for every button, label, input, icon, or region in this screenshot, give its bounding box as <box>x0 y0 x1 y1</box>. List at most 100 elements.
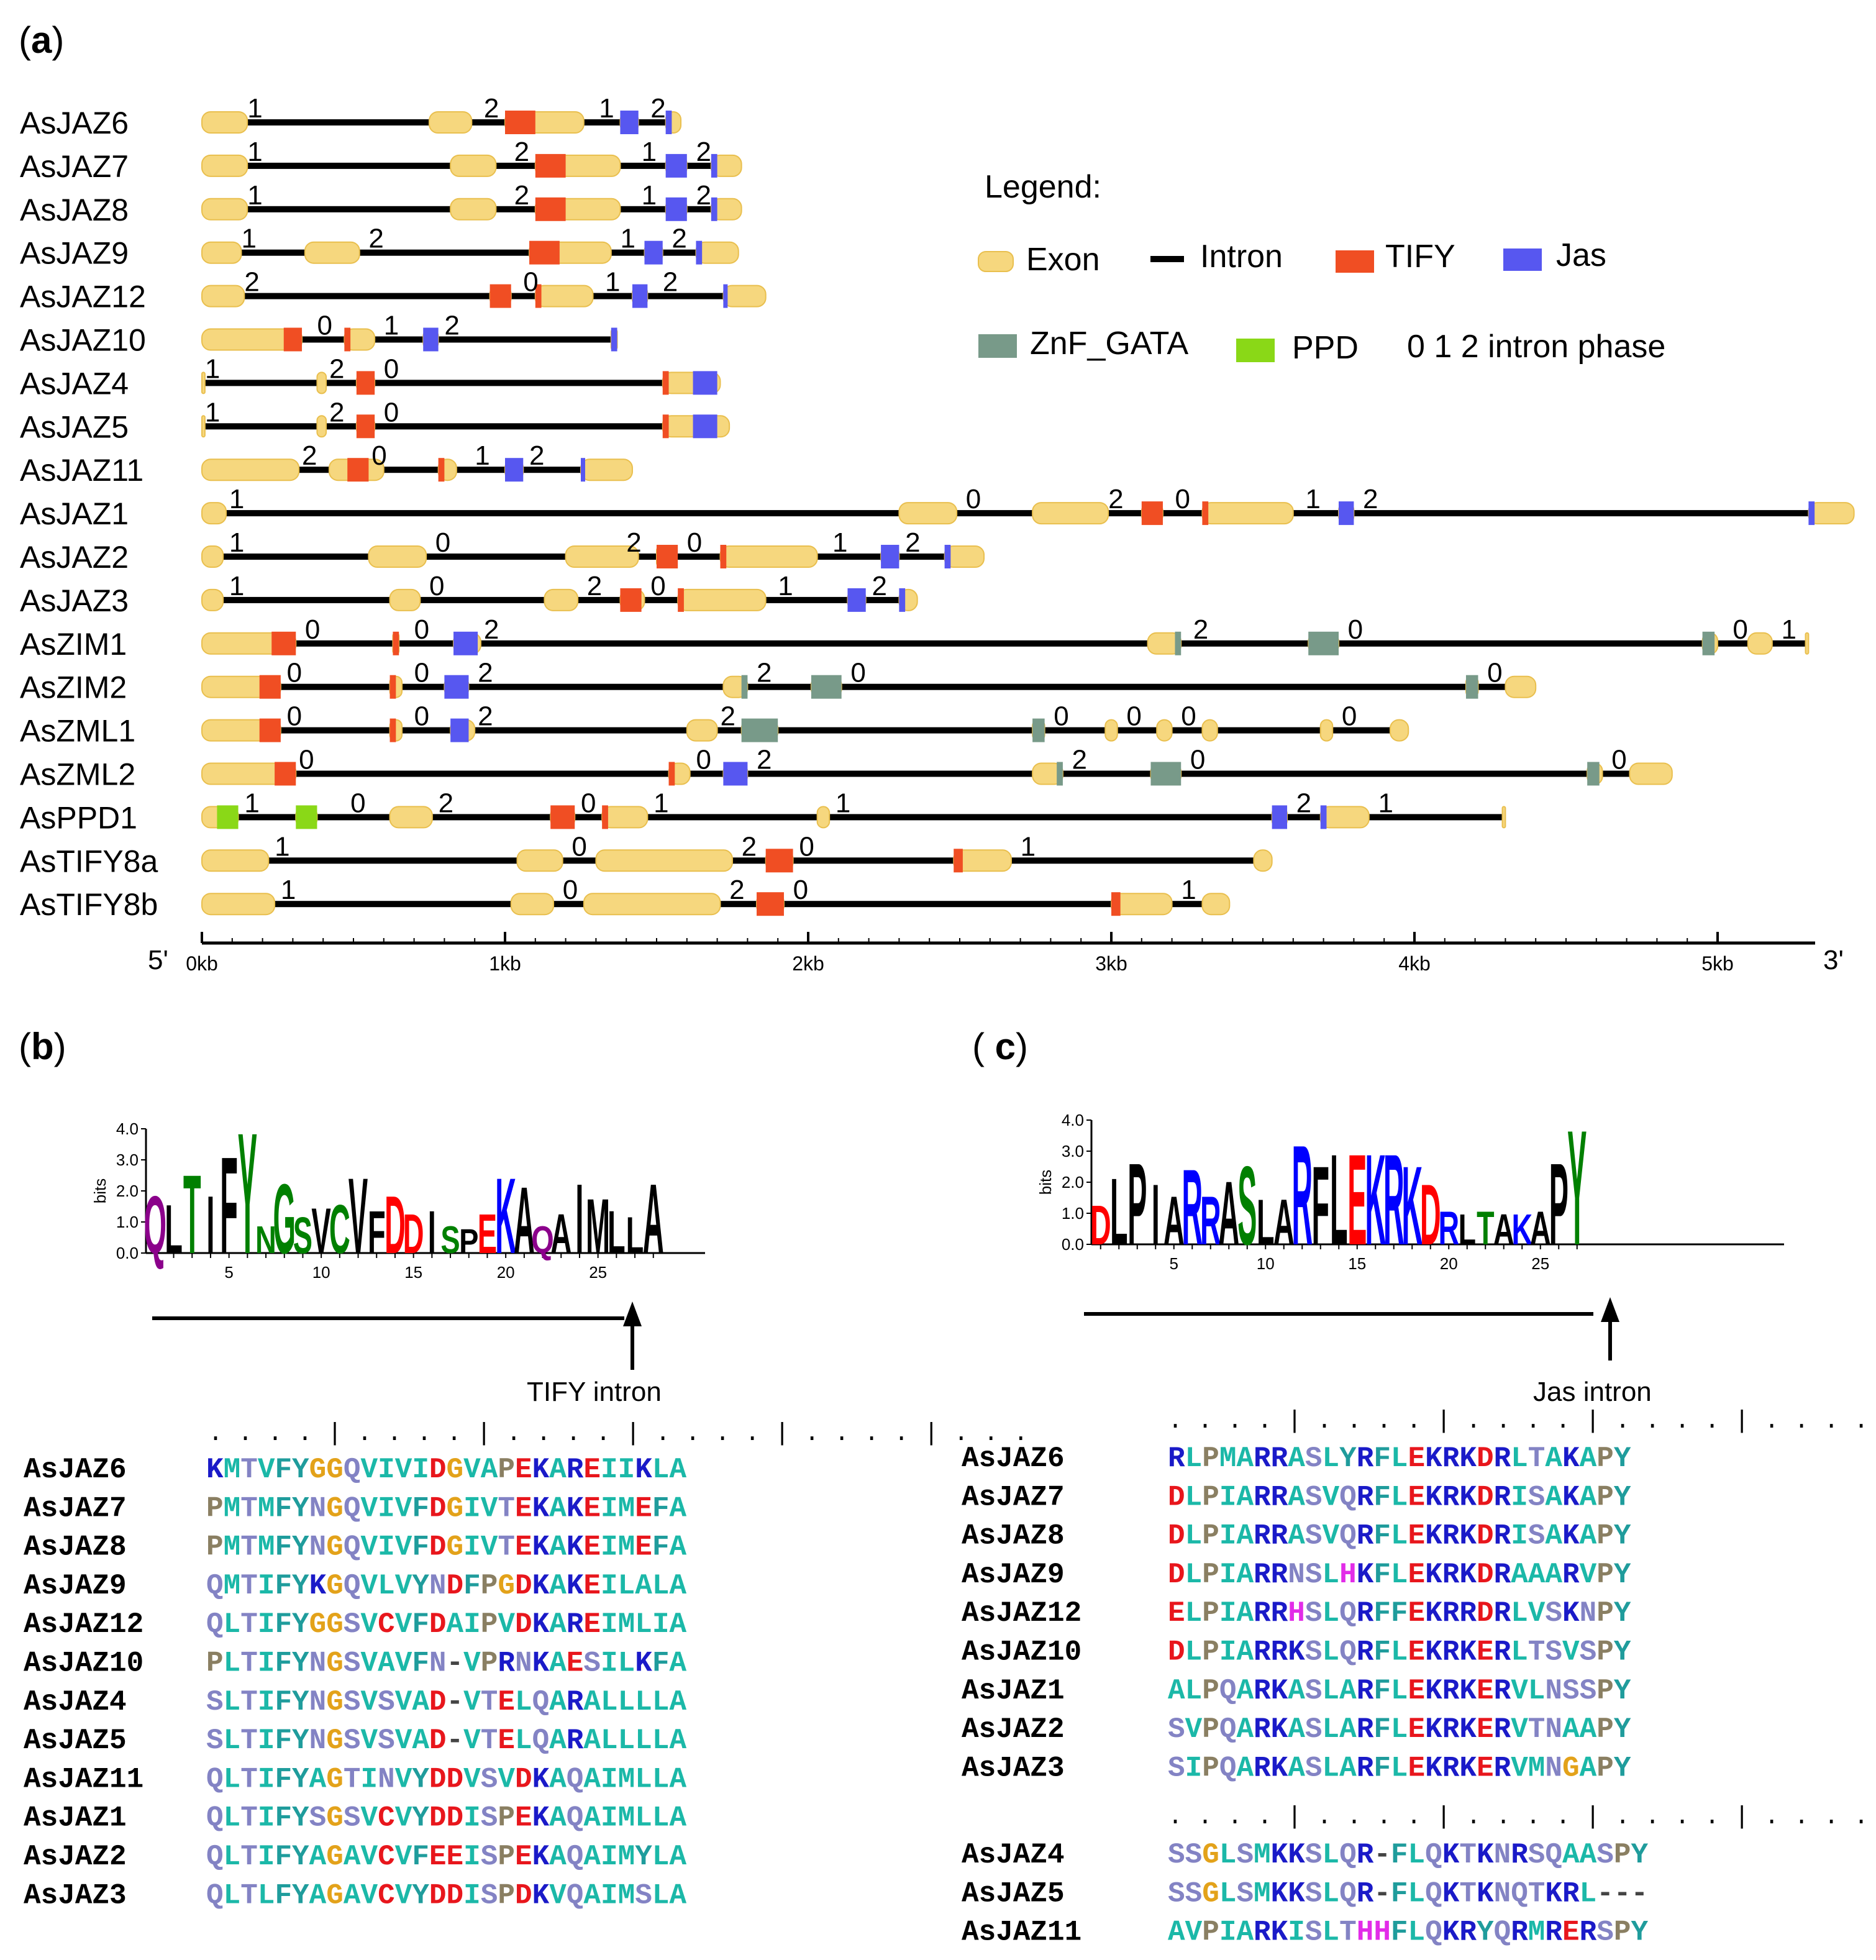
logo-y-tick-label: 3.0 <box>1062 1142 1084 1160</box>
exon <box>316 371 327 394</box>
exon <box>1156 719 1173 742</box>
sequence-residues: SSGLSMKKSLQR-FLQKTKNRSQAASPY <box>1168 1839 1648 1871</box>
intron-phase: 2 <box>1363 484 1378 514</box>
jas-domain <box>723 284 728 308</box>
alignment-row: AsJAZ5 SSGLSMKKSLQR-FLQKTKNQTKRL--- <box>962 1877 1648 1910</box>
exon <box>1747 632 1773 655</box>
gene-name: AsJAZ3 <box>20 583 129 618</box>
znf-gata-domain <box>741 718 778 742</box>
intron-line <box>202 249 739 256</box>
exon <box>201 198 248 221</box>
gene-name: AsJAZ6 <box>20 106 129 140</box>
logo-letter: K <box>1365 1127 1386 1272</box>
sequence-name: AsJAZ5 <box>24 1725 127 1757</box>
znf-gata-domain <box>811 675 842 699</box>
jas-domain <box>711 153 717 178</box>
gene-name: AsJAZ4 <box>20 366 129 401</box>
alignment-ruler-b: . . . . | . . . . | . . . . | . . . . | … <box>208 1420 1028 1448</box>
tify-domain <box>1111 892 1121 916</box>
intron-phase: 0 <box>429 571 444 601</box>
axis-tick-label: 0kb <box>186 952 218 975</box>
legend-intron-label: Intron <box>1200 239 1283 275</box>
intron-phase: 1 <box>642 137 657 167</box>
legend-tify-label: TIFY <box>1385 239 1455 275</box>
logo-x-tick-label: 15 <box>404 1263 422 1282</box>
exon <box>1201 502 1294 525</box>
sequence-residues: DLPIARRNSLHKFLEKRKDRAAARVPY <box>1168 1559 1631 1591</box>
intron-phase: 2 <box>329 397 344 427</box>
sequence-name: AsJAZ12 <box>962 1597 1081 1630</box>
gene-row: AsJAZ9 1 2 1 2 <box>20 224 739 271</box>
logo-x-tick-label: 25 <box>589 1263 607 1282</box>
intron-line <box>202 640 1809 647</box>
intron-phase: 2 <box>329 353 344 384</box>
jas-domain <box>1320 805 1327 829</box>
intron-phase: 1 <box>1378 788 1393 818</box>
sequence-residues: PMTMFYNGQVIVFDGIVTEKAKEIMEFA <box>206 1531 686 1564</box>
logo-letter: K <box>495 1155 516 1276</box>
sequence-name: AsJAZ1 <box>24 1802 127 1835</box>
intron-phase: 2 <box>302 440 317 471</box>
alignment-ruler-c: . . . . | . . . . | . . . . | . . . . | … <box>1168 1408 1876 1436</box>
intron-phase: 2 <box>757 745 772 775</box>
legend-ppd-swatch <box>1236 339 1275 362</box>
intron-phase: 0 <box>696 745 711 775</box>
exon <box>719 545 818 568</box>
logo-x-tick-label: 25 <box>1531 1254 1549 1273</box>
exon <box>201 545 224 568</box>
tify-domain <box>1141 501 1163 526</box>
exon <box>201 371 206 394</box>
logo-letter: K <box>1511 1206 1532 1254</box>
sequence-name: AsJAZ9 <box>24 1570 127 1602</box>
gene-row: AsJAZ7 1 2 1 2 <box>20 137 742 184</box>
tify-domain <box>356 371 375 395</box>
logo-letter: D <box>1420 1166 1441 1263</box>
axis-tick-label: 4kb <box>1398 952 1431 975</box>
tify-domain <box>954 849 963 873</box>
intron-phase: 0 <box>287 658 302 688</box>
logo-letter: M <box>586 1184 610 1270</box>
logo-letter: I <box>1152 1166 1160 1263</box>
intron-phase: 1 <box>1781 614 1796 645</box>
alignment-row: AsJAZ8 PMTMFYNGQVIVFDGIVTEKAKEIMEFA <box>24 1531 686 1564</box>
intron-phase: 0 <box>287 701 302 732</box>
alignment-row: AsJAZ9 QMTIFYKGQVLVYNDFPGDKAKEILALA <box>24 1570 686 1602</box>
intron-phase: 1 <box>247 93 262 124</box>
alignment-row: AsJAZ1 QLTIFYSGSVCVYDDISPEKAQAIMLLA <box>24 1802 686 1835</box>
tify-domain <box>662 414 669 439</box>
logo-y-label: bits <box>1036 1170 1055 1195</box>
logo-letter: G <box>273 1163 296 1274</box>
sequence-residues: RLPMARRASLYRFLEKRKDRLTAKAPY <box>1168 1443 1631 1475</box>
gene-row: AsJAZ4 1 2 0 <box>20 353 721 401</box>
intron-phase: 0 <box>384 353 399 384</box>
tify-domain <box>535 284 542 308</box>
exon <box>595 849 734 872</box>
alignment-row: AsJAZ5 SLTIFYNGSVSVAD-VTELQARALLLLA <box>24 1725 686 1757</box>
tify-domain <box>550 805 575 829</box>
exon <box>580 458 633 481</box>
intron-phase: 0 <box>523 267 538 298</box>
logo-x-tick-label: 15 <box>1348 1254 1366 1273</box>
logo-y-label: bits <box>91 1178 109 1203</box>
gene-row: AsJAZ8 1 2 1 2 <box>20 180 742 227</box>
jas-domain <box>632 284 648 308</box>
sequence-name: AsJAZ10 <box>962 1636 1081 1669</box>
axis-tick-label: 1kb <box>489 952 521 975</box>
gene-row: AsZIM2 0 0 2 2 0 0 <box>20 658 1537 705</box>
logo-letter: T <box>183 1152 201 1277</box>
znf-gata-domain <box>1587 762 1600 786</box>
sequence-residues: QLTIFYAGTINVYDDVSVDKAQAIMLLA <box>206 1763 686 1795</box>
tify-domain <box>535 197 566 221</box>
exon <box>201 849 270 872</box>
intron-phase: 0 <box>384 397 399 427</box>
gene-row: AsZML1 0 0 2 2 0 0 0 0 <box>20 701 1409 749</box>
alignment-row: AsJAZ4 SSGLSMKKSLQR-FLQKTKNRSQAASPY <box>962 1839 1648 1871</box>
alignment-tify: AsJAZ6 KMTVFYGGQVIVIDGVAPEKAREIIKLA AsJAZ7… <box>24 1454 686 1912</box>
jas-intron-label: Jas intron <box>1533 1377 1652 1407</box>
gene-row: AsJAZ6 1 2 1 2 <box>20 93 682 140</box>
sequence-residues: QLTIFYGGSVCVFDAIPVDKAREIMLIA <box>206 1608 686 1641</box>
exon <box>1389 719 1409 742</box>
tify-domain <box>620 588 642 612</box>
